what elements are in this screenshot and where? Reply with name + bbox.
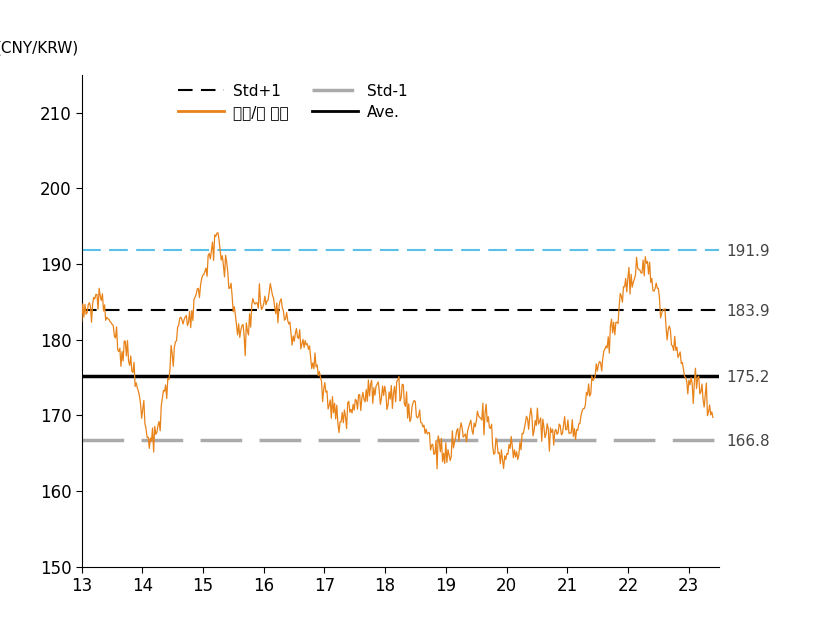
Y-axis label: (CNY/KRW): (CNY/KRW) xyxy=(0,40,78,55)
Legend: Std+1, 위안/원 환율, Std-1, Ave.: Std+1, 위안/원 환율, Std-1, Ave. xyxy=(172,77,413,126)
